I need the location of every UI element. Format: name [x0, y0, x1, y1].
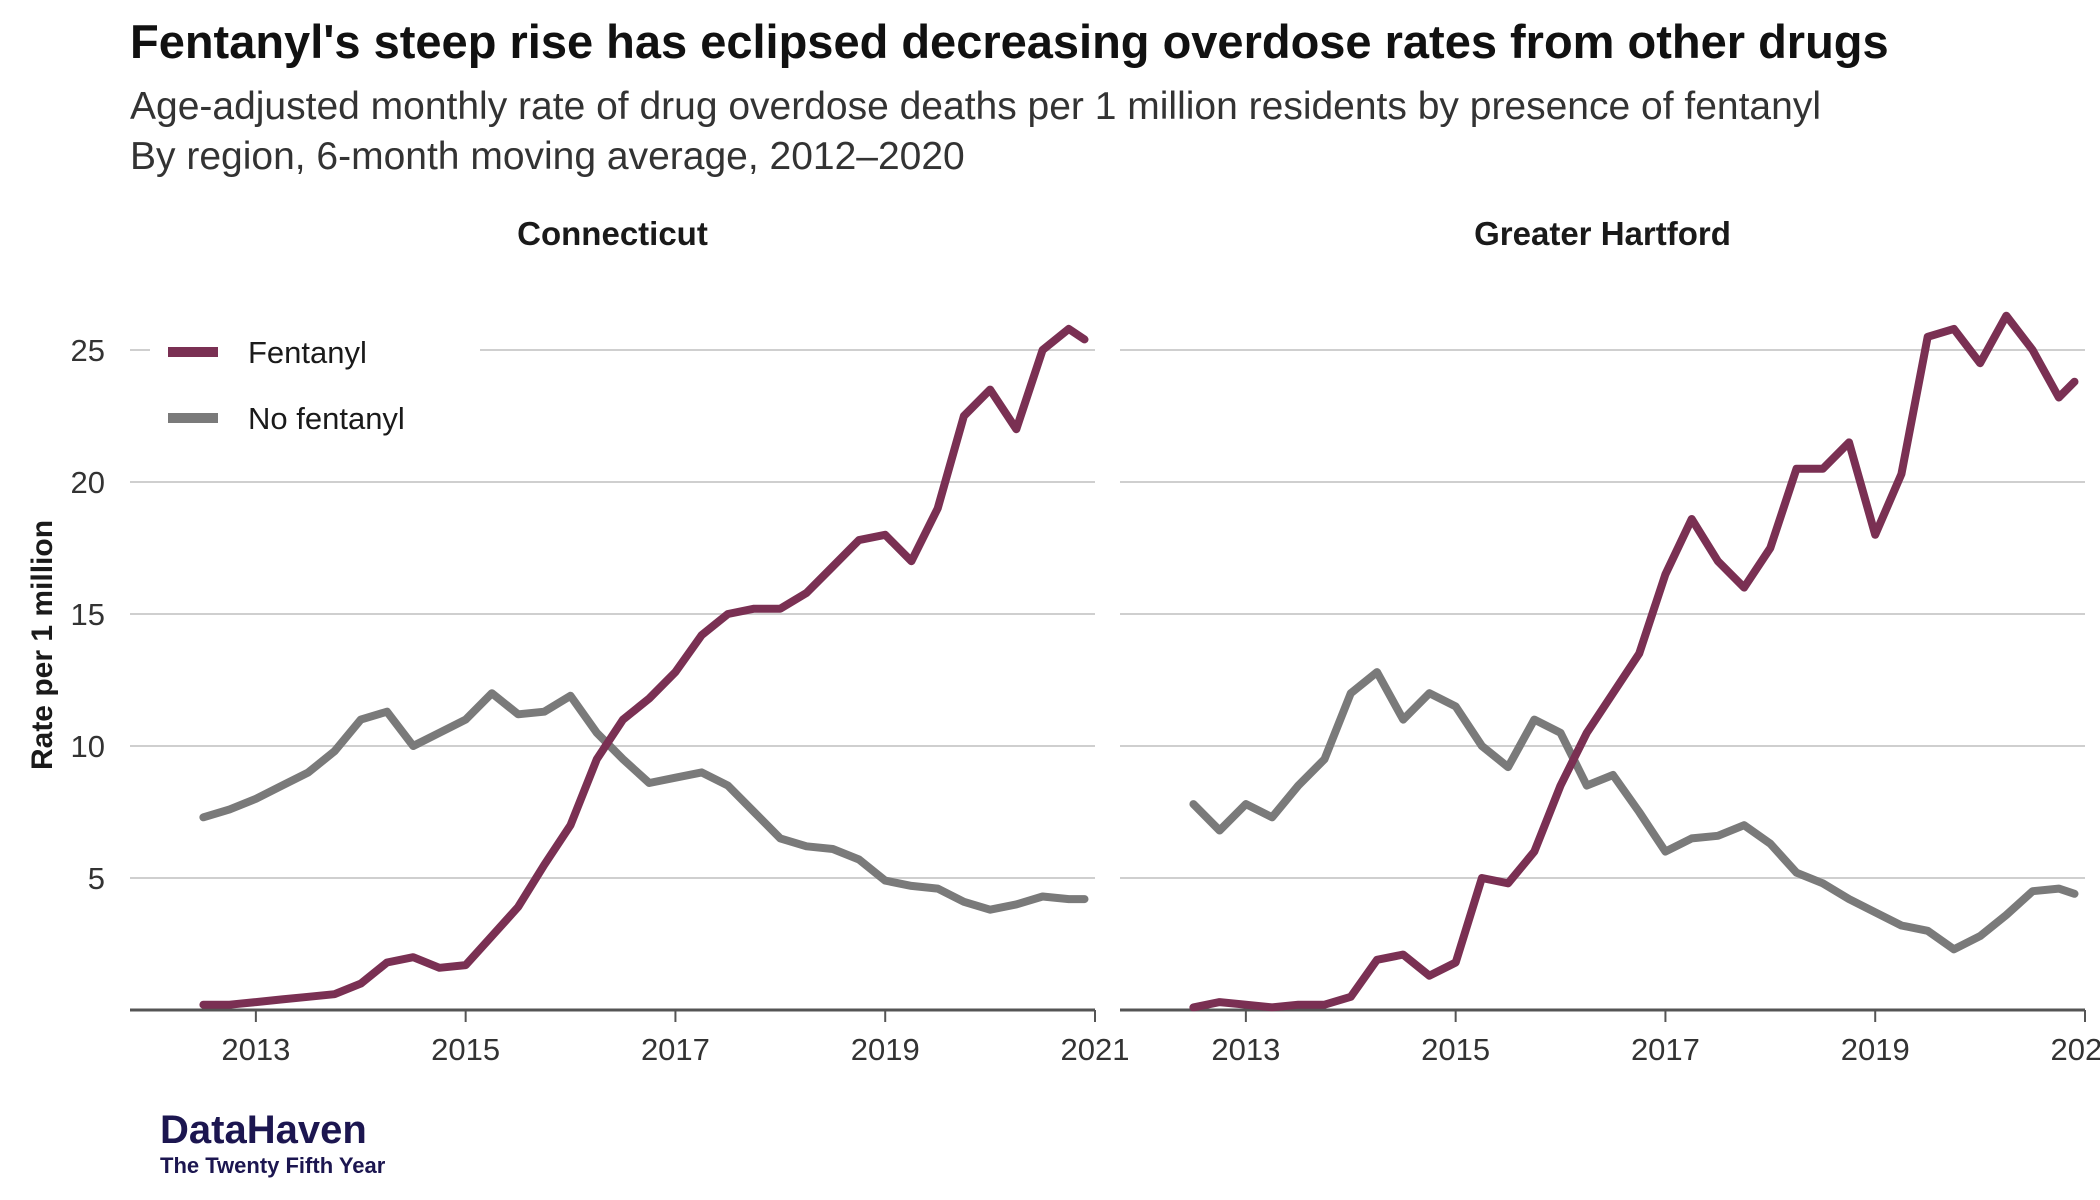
x-tick-label: 2013 — [221, 1032, 290, 1067]
facet-title: Connecticut — [517, 215, 708, 252]
legend-background — [150, 315, 480, 450]
legend-label: Fentanyl — [248, 335, 367, 370]
datahaven-logo: DataHaven The Twenty Fifth Year — [160, 1108, 385, 1180]
series-line-fentanyl — [1189, 311, 2079, 1012]
series-line-fentanyl — [199, 324, 1089, 1009]
chart-subtitle: Age-adjusted monthly rate of drug overdo… — [130, 82, 2080, 182]
series-line-no-fentanyl — [199, 689, 1089, 914]
x-tick-label: 2013 — [1211, 1032, 1280, 1067]
series-line-no-fentanyl — [1189, 668, 2079, 954]
y-tick-label: 10 — [71, 729, 105, 764]
subtitle-line-2: By region, 6-month moving average, 2012–… — [130, 135, 965, 178]
x-tick-label: 2019 — [851, 1032, 920, 1067]
y-tick-label: 5 — [88, 861, 105, 896]
y-tick-label: 15 — [71, 597, 105, 632]
chart-title: Fentanyl's steep rise has eclipsed decre… — [130, 15, 1889, 68]
facet-greater-hartford: Greater Hartford 2013 2015 2017 2019 2021 — [1120, 215, 2100, 1067]
brand-name: DataHaven — [160, 1108, 367, 1152]
legend-label: No fentanyl — [248, 401, 405, 436]
y-axis-title: Rate per 1 million — [26, 520, 59, 770]
brand-tagline: The Twenty Fifth Year — [160, 1153, 386, 1178]
facet-connecticut: Connecticut 5 10 15 20 25 2013 2015 2017 2019 2021 — [71, 215, 1130, 1067]
x-tick-label: 2015 — [431, 1032, 500, 1067]
facet-title: Greater Hartford — [1474, 215, 1731, 252]
x-tick-label: 2021 — [2051, 1032, 2100, 1067]
x-tick-label: 2017 — [641, 1032, 710, 1067]
subtitle-line-1: Age-adjusted monthly rate of drug overdo… — [130, 85, 1821, 128]
x-tick-label: 2019 — [1841, 1032, 1910, 1067]
x-tick-label: 2017 — [1631, 1032, 1700, 1067]
x-tick-label: 2015 — [1421, 1032, 1490, 1067]
legend: Fentanyl No fentanyl — [150, 315, 480, 450]
y-tick-label: 20 — [71, 465, 105, 500]
x-tick-label: 2021 — [1061, 1032, 1130, 1067]
y-tick-label: 25 — [71, 333, 105, 368]
